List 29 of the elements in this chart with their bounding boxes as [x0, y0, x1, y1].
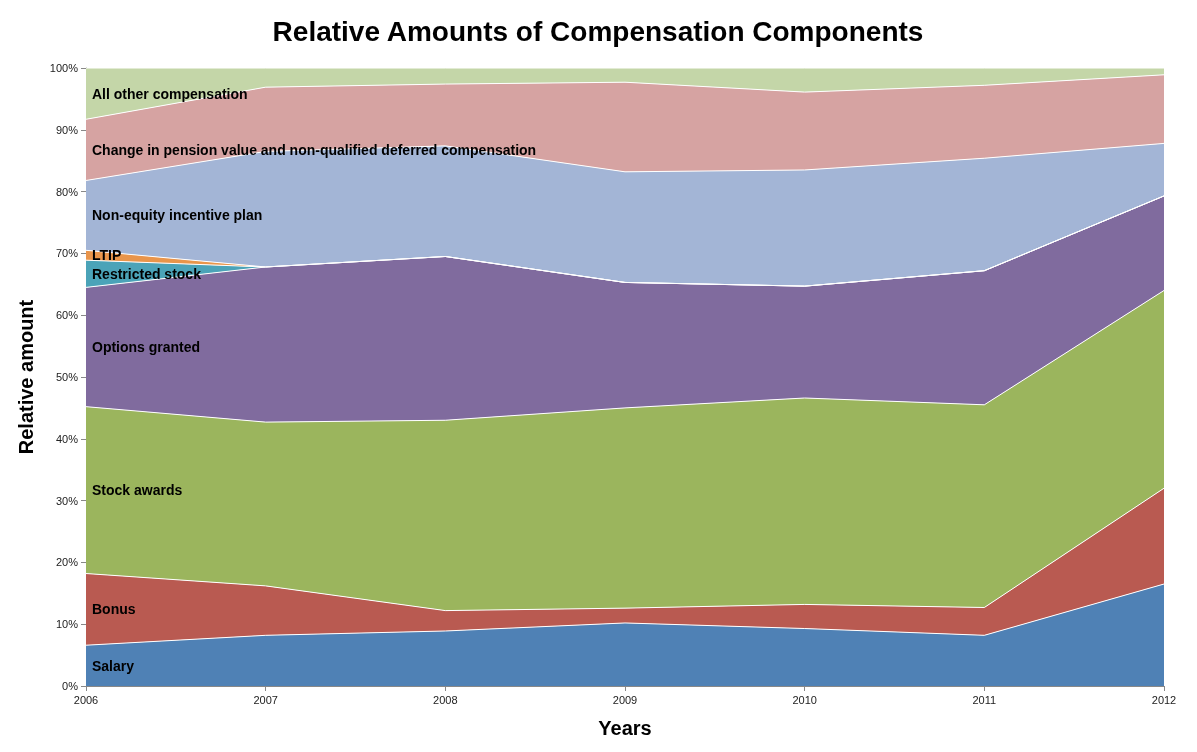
- x-tick-label: 2009: [612, 693, 638, 706]
- y-tick-label: 60%: [55, 309, 79, 322]
- x-tick-label: 2010: [792, 693, 817, 706]
- series-label: All other compensation: [92, 85, 248, 102]
- y-tick-label: 100%: [49, 62, 79, 74]
- series-label: Options granted: [92, 339, 201, 356]
- y-axis-title: Relative amount: [15, 299, 37, 455]
- y-tick-label: 10%: [55, 618, 79, 631]
- y-tick-label: 70%: [55, 247, 79, 260]
- y-tick-label: 80%: [55, 185, 79, 198]
- chart-title: Relative Amounts of Compensation Components: [272, 15, 924, 47]
- x-tick-label: 2008: [433, 693, 458, 706]
- x-tick-label: 2012: [1151, 693, 1177, 706]
- x-axis-title: Years: [598, 717, 652, 739]
- x-tick-label: 2006: [73, 693, 99, 706]
- y-tick-label: 20%: [55, 556, 79, 569]
- y-tick-label: 50%: [55, 371, 79, 383]
- x-tick-label: 2007: [253, 693, 278, 706]
- x-tick-label: 2011: [972, 693, 997, 706]
- y-tick-label: 30%: [55, 494, 79, 507]
- series-label: Stock awards: [92, 482, 183, 499]
- y-tick-label: 40%: [55, 432, 79, 445]
- y-tick-label: 90%: [55, 123, 79, 136]
- series-label: Change in pension value and non-qualified deferred compensation: [92, 141, 537, 158]
- series-label: Non-equity incentive plan: [92, 207, 263, 224]
- series-label: LTIP: [92, 247, 122, 264]
- y-tick-label: 0%: [62, 680, 79, 692]
- series-label: Salary: [92, 657, 135, 674]
- series-label: Bonus: [92, 601, 136, 618]
